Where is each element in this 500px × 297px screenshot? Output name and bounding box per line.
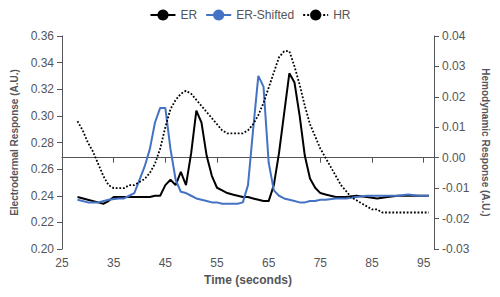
svg-text:0.20: 0.20 — [31, 242, 55, 256]
svg-text:0.34: 0.34 — [31, 56, 55, 70]
svg-text:Time (seconds): Time (seconds) — [204, 273, 292, 287]
svg-text:Electrodermal Response (A.U.): Electrodermal Response (A.U.) — [9, 69, 20, 216]
svg-text:75: 75 — [314, 256, 328, 270]
svg-text:0.02: 0.02 — [442, 90, 466, 104]
svg-text:0.36: 0.36 — [31, 29, 55, 43]
svg-text:-0.01: -0.01 — [442, 181, 470, 195]
svg-text:ER-Shifted: ER-Shifted — [236, 8, 294, 22]
svg-text:Hemodynamic Response (A.U.): Hemodynamic Response (A.U.) — [480, 68, 491, 216]
svg-text:0.00: 0.00 — [442, 151, 466, 165]
svg-text:95: 95 — [417, 256, 431, 270]
svg-text:ER: ER — [180, 8, 197, 22]
svg-text:0.26: 0.26 — [31, 162, 55, 176]
svg-text:65: 65 — [262, 256, 276, 270]
svg-text:0.22: 0.22 — [31, 215, 55, 229]
svg-text:-0.02: -0.02 — [442, 212, 470, 226]
svg-text:25: 25 — [55, 256, 69, 270]
svg-text:45: 45 — [159, 256, 173, 270]
svg-text:0.32: 0.32 — [31, 82, 55, 96]
svg-text:-0.03: -0.03 — [442, 242, 470, 256]
svg-text:0.30: 0.30 — [31, 109, 55, 123]
svg-text:HR: HR — [333, 8, 351, 22]
svg-text:85: 85 — [365, 256, 379, 270]
svg-text:0.01: 0.01 — [442, 120, 466, 134]
svg-text:55: 55 — [210, 256, 224, 270]
svg-text:0.24: 0.24 — [31, 189, 55, 203]
svg-text:0.03: 0.03 — [442, 59, 466, 73]
svg-text:0.04: 0.04 — [442, 29, 466, 43]
svg-text:0.28: 0.28 — [31, 136, 55, 150]
svg-text:35: 35 — [107, 256, 121, 270]
